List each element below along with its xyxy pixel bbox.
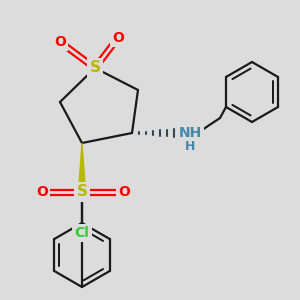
Text: O: O bbox=[112, 31, 124, 45]
Text: Cl: Cl bbox=[75, 226, 89, 240]
Text: S: S bbox=[89, 61, 100, 76]
Text: NH: NH bbox=[178, 126, 202, 140]
Text: O: O bbox=[118, 185, 130, 199]
Polygon shape bbox=[79, 143, 86, 192]
Text: H: H bbox=[185, 140, 195, 154]
Text: S: S bbox=[76, 184, 88, 200]
Text: O: O bbox=[36, 185, 48, 199]
Text: O: O bbox=[54, 35, 66, 49]
